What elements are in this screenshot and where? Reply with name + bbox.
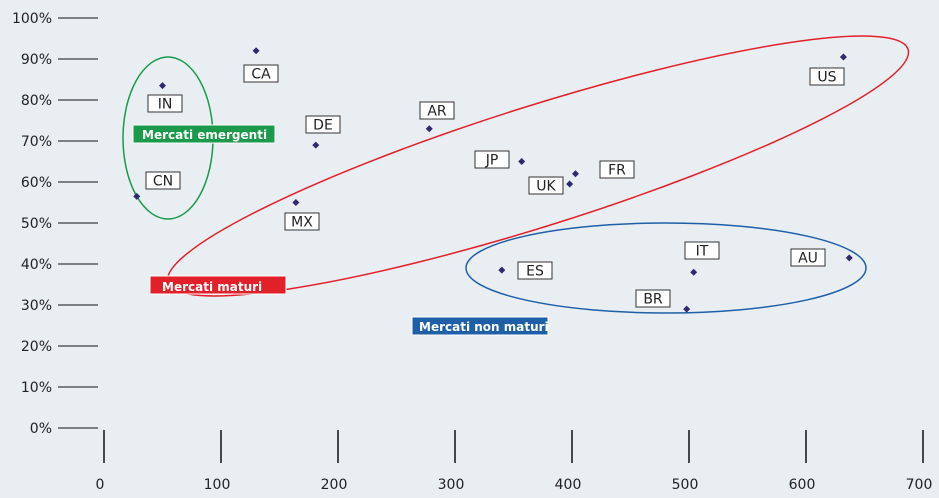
- point-label: AR: [427, 104, 447, 120]
- x-axis: 0 100 200 300 400 500 600 700: [96, 430, 933, 493]
- x-tick-label: 200: [321, 477, 348, 493]
- y-tick-label: 60%: [21, 175, 52, 191]
- group-shapes: Mercati emergenti Mercati maturi Mercati n…: [123, 0, 926, 340]
- data-point-us: [840, 53, 847, 60]
- point-label: US: [817, 70, 836, 86]
- point-label: FR: [608, 163, 626, 179]
- data-point-in: [159, 82, 166, 89]
- data-point-ca: [253, 47, 260, 54]
- y-tick-label: 10%: [21, 380, 52, 396]
- point-label: AU: [798, 251, 818, 267]
- x-tick-label: 500: [672, 477, 699, 493]
- data-point-jp: [518, 158, 525, 165]
- point-label: IT: [696, 244, 709, 260]
- data-point-de: [312, 142, 319, 149]
- y-tick-label: 50%: [21, 216, 52, 232]
- point-label: UK: [536, 179, 556, 195]
- point-label: BR: [643, 292, 663, 308]
- y-axis: 0% 10% 20% 30% 40% 50% 60% 70% 80% 90% 100%: [12, 11, 98, 437]
- point-label: DE: [313, 118, 333, 134]
- y-tick-label: 20%: [21, 339, 52, 355]
- data-point-au: [846, 254, 853, 261]
- point-label: MX: [291, 215, 313, 231]
- y-tick-label: 0%: [30, 421, 52, 437]
- x-tick-label: 100: [204, 477, 231, 493]
- group-label: Mercati maturi: [162, 280, 262, 294]
- y-tick-label: 100%: [12, 11, 52, 27]
- data-point-ar: [426, 125, 433, 132]
- data-point-fr: [572, 170, 579, 177]
- data-point-it: [690, 269, 697, 276]
- y-tick-label: 70%: [21, 134, 52, 150]
- group-label: Mercati non maturi: [419, 320, 549, 334]
- y-tick-label: 80%: [21, 93, 52, 109]
- x-tick-label: 700: [906, 477, 933, 493]
- x-tick-label: 400: [555, 477, 582, 493]
- point-label: IN: [158, 97, 173, 113]
- group-label: Mercati emergenti: [142, 128, 267, 142]
- y-tick-label: 90%: [21, 52, 52, 68]
- point-label: CA: [251, 67, 271, 83]
- x-tick-label: 0: [96, 477, 105, 493]
- data-point-br: [683, 306, 690, 313]
- data-point-es: [498, 267, 505, 274]
- y-tick-label: 30%: [21, 298, 52, 314]
- data-point-cn: [133, 193, 140, 200]
- point-label: JP: [485, 153, 499, 169]
- point-label: CN: [153, 174, 173, 190]
- y-tick-label: 40%: [21, 257, 52, 273]
- x-tick-label: 600: [789, 477, 816, 493]
- point-label: ES: [526, 264, 544, 280]
- data-points: IN CN CA DE MX AR JP UK FR US ES IT BR AU: [133, 47, 853, 312]
- x-tick-label: 300: [438, 477, 465, 493]
- data-point-uk: [566, 181, 573, 188]
- data-point-mx: [292, 199, 299, 206]
